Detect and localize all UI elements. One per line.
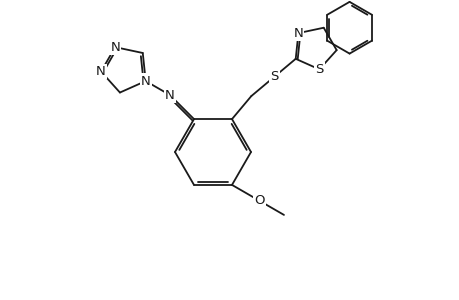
Text: S: S xyxy=(269,70,278,83)
Text: N: N xyxy=(140,74,150,88)
Text: N: N xyxy=(293,27,302,40)
Text: N: N xyxy=(110,40,120,54)
Text: O: O xyxy=(254,194,264,207)
Text: N: N xyxy=(165,88,174,101)
Text: N: N xyxy=(96,65,106,78)
Text: S: S xyxy=(314,63,323,76)
